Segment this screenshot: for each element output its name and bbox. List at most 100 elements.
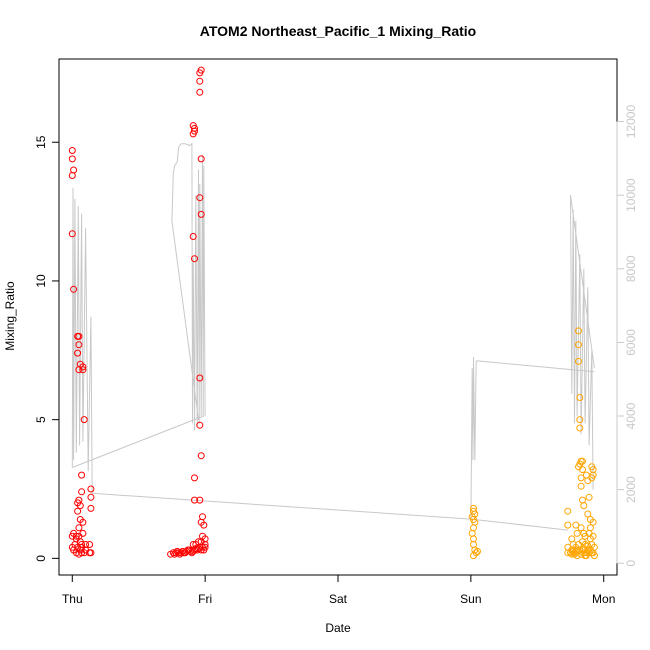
data-point-orange bbox=[577, 482, 585, 490]
data-point-orange bbox=[564, 521, 572, 529]
data-point-orange bbox=[575, 327, 582, 335]
y2-tick-label: 12000 bbox=[624, 105, 638, 139]
data-point-red bbox=[87, 485, 95, 493]
data-point-orange bbox=[589, 518, 597, 526]
data-point-orange bbox=[573, 552, 581, 560]
data-point-red bbox=[175, 549, 183, 557]
data-point-red bbox=[76, 502, 84, 510]
data-point-orange bbox=[470, 524, 477, 532]
x-tick-label: Sat bbox=[329, 592, 348, 606]
data-point-red bbox=[78, 471, 86, 479]
data-point-red bbox=[80, 416, 88, 424]
y2-line-segment bbox=[570, 195, 595, 490]
data-point-red bbox=[201, 543, 209, 551]
data-point-red bbox=[196, 194, 204, 202]
y-tick-label: 15 bbox=[34, 135, 48, 149]
y2-line-segment bbox=[171, 142, 206, 431]
y2-line-segment bbox=[470, 357, 477, 520]
data-point-red bbox=[68, 230, 76, 238]
data-point-red bbox=[197, 518, 205, 526]
data-point-orange bbox=[579, 466, 586, 474]
y-axis: 0 5 10 15 bbox=[34, 135, 60, 562]
data-point-red bbox=[79, 366, 87, 374]
data-point-red bbox=[68, 172, 76, 179]
data-point-red bbox=[74, 349, 82, 357]
data-point-orange bbox=[572, 521, 580, 529]
data-point-orange bbox=[576, 546, 584, 554]
data-point-orange bbox=[590, 552, 598, 560]
data-point-red bbox=[68, 147, 76, 154]
data-point-orange bbox=[577, 524, 585, 532]
data-point-orange bbox=[470, 552, 477, 560]
data-point-orange bbox=[588, 474, 596, 482]
data-point-red bbox=[72, 532, 80, 540]
data-point-orange bbox=[575, 357, 582, 365]
y2-tick-label: 4000 bbox=[624, 402, 638, 429]
y-tick-label: 10 bbox=[34, 274, 48, 288]
data-point-red bbox=[79, 518, 87, 526]
data-point-red bbox=[87, 549, 95, 557]
data-point-orange bbox=[568, 535, 576, 543]
data-point-red bbox=[86, 541, 94, 548]
data-point-red bbox=[197, 155, 205, 163]
data-point-red bbox=[197, 66, 205, 74]
x-tick-label: Sun bbox=[460, 592, 481, 606]
data-point-red bbox=[195, 538, 202, 546]
data-point-orange bbox=[589, 532, 597, 540]
data-point-red bbox=[68, 155, 76, 163]
chart-title: ATOM2 Northeast_Pacific_1 Mixing_Ratio bbox=[200, 23, 476, 39]
x-tick-label: Thu bbox=[62, 592, 83, 606]
y2-connector-line bbox=[72, 415, 204, 468]
x-tick-label: Fri bbox=[198, 592, 212, 606]
data-point-orange bbox=[576, 394, 584, 401]
data-point-red bbox=[75, 550, 83, 558]
data-point-red bbox=[189, 233, 197, 240]
x-axis: Thu Fri Sat Sun Mon bbox=[62, 574, 615, 606]
data-point-red bbox=[187, 547, 194, 555]
data-point-red bbox=[87, 493, 95, 501]
data-point-red bbox=[197, 452, 205, 460]
data-point-orange bbox=[577, 474, 585, 482]
data-point-red bbox=[201, 541, 209, 548]
y2-axis: 0 2000 4000 6000 8000 10000 12000 bbox=[616, 105, 638, 567]
data-point-orange bbox=[576, 416, 584, 424]
data-point-red bbox=[189, 122, 197, 130]
data-point-orange bbox=[585, 493, 593, 501]
data-point-orange bbox=[573, 529, 581, 537]
data-point-red bbox=[196, 88, 204, 96]
y2-line-segment bbox=[71, 187, 93, 494]
data-point-orange bbox=[580, 502, 588, 510]
data-point-orange bbox=[579, 457, 586, 465]
data-point-orange bbox=[474, 547, 481, 555]
data-point-orange bbox=[575, 341, 582, 349]
data-point-red bbox=[191, 496, 198, 504]
data-point-red bbox=[197, 210, 205, 218]
data-point-red bbox=[87, 504, 95, 512]
data-point-orange bbox=[584, 542, 592, 550]
y-tick-label: 0 bbox=[34, 555, 48, 562]
y2-connector-line bbox=[476, 360, 595, 373]
x-axis-label: Date bbox=[325, 621, 351, 635]
data-point-red bbox=[191, 474, 198, 482]
data-point-red bbox=[196, 374, 204, 382]
data-point-red bbox=[75, 332, 83, 340]
data-point-red bbox=[169, 549, 177, 557]
data-point-red bbox=[172, 549, 180, 557]
y2-tick-label: 6000 bbox=[624, 329, 638, 356]
data-point-red bbox=[74, 507, 82, 515]
data-point-red bbox=[199, 513, 206, 521]
y2-connector-line bbox=[92, 492, 568, 531]
data-points bbox=[68, 66, 598, 560]
data-point-red bbox=[79, 529, 87, 537]
data-point-red bbox=[78, 488, 86, 496]
data-point-red bbox=[70, 285, 78, 293]
y2-tick-label: 10000 bbox=[624, 178, 638, 212]
data-point-orange bbox=[576, 424, 584, 432]
data-point-red bbox=[75, 366, 83, 374]
data-point-orange bbox=[582, 552, 590, 560]
data-point-red bbox=[196, 77, 204, 85]
y2-series-line bbox=[71, 142, 595, 531]
y2-tick-label: 8000 bbox=[624, 255, 638, 282]
data-point-orange bbox=[564, 507, 572, 515]
